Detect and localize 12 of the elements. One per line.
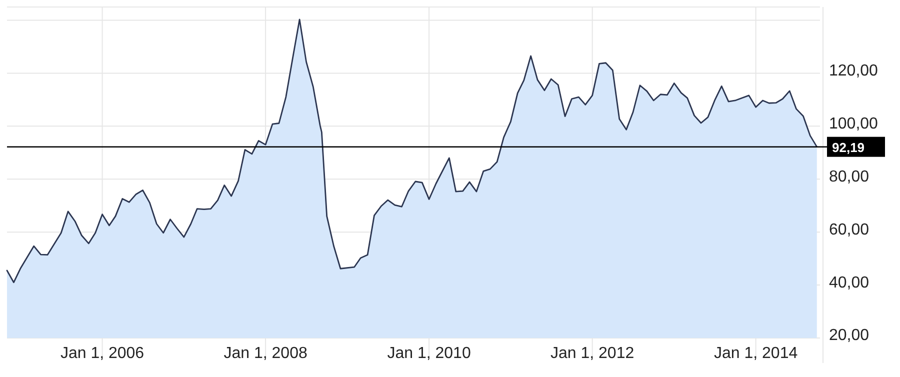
y-tick-label: 40,00 [829,274,870,292]
x-tick-label: Jan 1, 2008 [224,345,308,362]
x-tick-label: Jan 1, 2010 [387,345,471,362]
y-tick-label: 80,00 [829,168,870,186]
x-tick-label: Jan 1, 2014 [714,345,798,362]
y-tick-label: 100,00 [829,115,878,132]
y-tick-label: 60,00 [829,221,870,238]
y-tick-label: 20,00 [829,327,870,344]
x-tick-label: Jan 1, 2012 [550,345,634,362]
x-tick-label: Jan 1, 2006 [60,345,144,362]
ref-line-label: 92,19 [832,140,865,155]
y-tick-label: 120,00 [829,62,878,80]
